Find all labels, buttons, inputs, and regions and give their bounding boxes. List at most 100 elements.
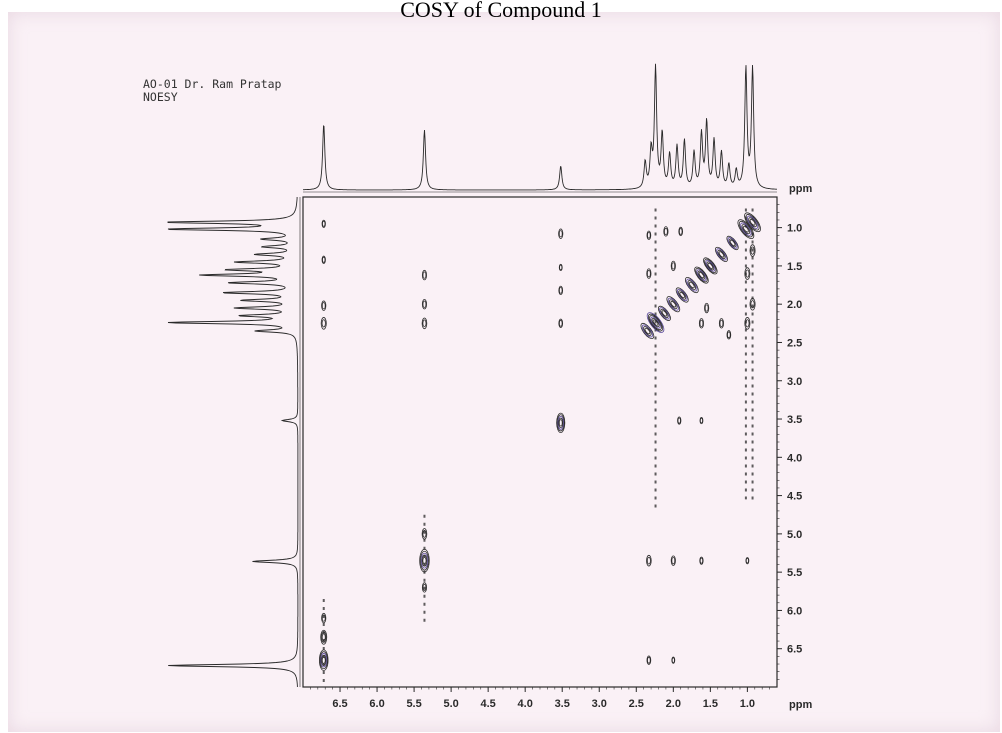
cross-peak [558,285,564,296]
cross-peak [726,330,732,340]
contour-ring [670,260,676,272]
cross-peak [646,230,652,240]
contour-ring [704,258,717,274]
contour-ring [671,557,676,565]
y-tick-label: 6.0 [787,605,802,617]
contour-ring [703,257,718,275]
contour-ring [744,267,751,280]
contour-ring [746,215,759,229]
contour-ring [698,272,705,279]
contour-ring [640,322,655,340]
contour-ring [743,225,749,233]
contour-ring [321,319,326,328]
diagonal-peak [703,257,718,275]
contour-ring [657,305,671,321]
contour-ring [556,414,565,432]
contour-ring [420,550,429,571]
contour-ring [696,269,707,281]
contour-ring [745,269,750,278]
contour-ring [661,310,668,317]
contour-ring [676,288,688,302]
contour-ring [671,657,675,663]
diagonal-peak [646,312,665,333]
contour-ring [421,582,427,593]
y-tick-label: 5.5 [787,567,802,579]
y-tick-label: 1.5 [787,261,802,273]
x-tick-label: 1.5 [703,698,718,710]
cross-peak [718,318,724,329]
contour-ring [744,317,751,330]
y-tick-label: 2.5 [787,337,802,349]
contour-ring [718,318,724,329]
x-tick-label: 5.0 [443,698,458,710]
x-axis: 6.5 6.0 5.5 5.0 4.5 4.0 3.5 3.0 2.5 2.0 1.5 1.0 [310,687,770,710]
contour-ring [669,299,678,310]
cross-peak [745,557,750,565]
contour-ring [678,290,687,300]
contour-ring [704,302,710,314]
cross-peak [321,219,326,228]
cross-peak [556,412,566,434]
contour-ring [745,214,760,231]
contour-ring [646,655,652,665]
contour-ring [652,319,659,326]
x-tick-label: 3.5 [555,698,570,710]
cross-peak [320,629,328,645]
cross-peak [320,317,327,330]
diagonal-peak [640,322,655,340]
contour-ring [644,327,651,335]
x-tick-label: 6.5 [332,698,347,710]
contour-ring [737,219,755,240]
contour-peaks [319,212,761,671]
diagonal-peak [675,287,689,303]
contour-ring [559,264,563,271]
contour-ring [749,218,756,226]
cross-peak [671,656,676,664]
contour-ring [321,631,327,643]
cross-peak [558,263,563,271]
cross-peak [321,612,327,624]
diagonal-peak [657,305,671,321]
contour-ring [422,300,427,308]
contour-ring [319,649,329,671]
contour-ring [740,222,752,236]
contour-ring [556,412,566,434]
f2-projection-trace [303,63,777,191]
contour-ring [750,246,755,255]
contour-ring [643,326,652,336]
cross-peak [698,318,704,329]
contour-ring [321,614,326,622]
y-tick-label: 3.0 [787,376,802,388]
diagonal-peak [684,277,699,294]
contour-ring [319,651,328,670]
contour-ring [679,291,685,299]
contour-ring [667,297,679,311]
contour-ring [321,612,327,624]
contour-ring [421,554,428,567]
contour-ring [419,548,430,573]
y-tick-label: 1.0 [787,223,802,235]
cross-peak [678,226,684,237]
contour-ring [716,248,727,261]
contour-ring [422,271,427,279]
f1-projection-trace [167,197,299,687]
x-tick-label: 2.0 [666,698,681,710]
contour-ring [666,296,681,313]
contour-ring [646,312,665,333]
contour-ring [728,238,737,248]
contour-ring [321,654,327,666]
contour-ring [664,227,668,236]
contour-ring [650,316,661,329]
contour-ring [671,262,676,270]
t1-noise-streaks [322,208,754,684]
y-axis-unit-label: ppm [789,183,812,195]
diagonal-peak [694,266,709,284]
cross-peak [744,317,751,330]
contour-ring [421,298,427,310]
contour-ring [321,300,327,311]
diagonal-peak [726,235,739,251]
contour-ring [422,319,427,328]
cross-peak [421,317,428,330]
contour-ring [719,319,724,327]
contour-ring [421,317,428,330]
